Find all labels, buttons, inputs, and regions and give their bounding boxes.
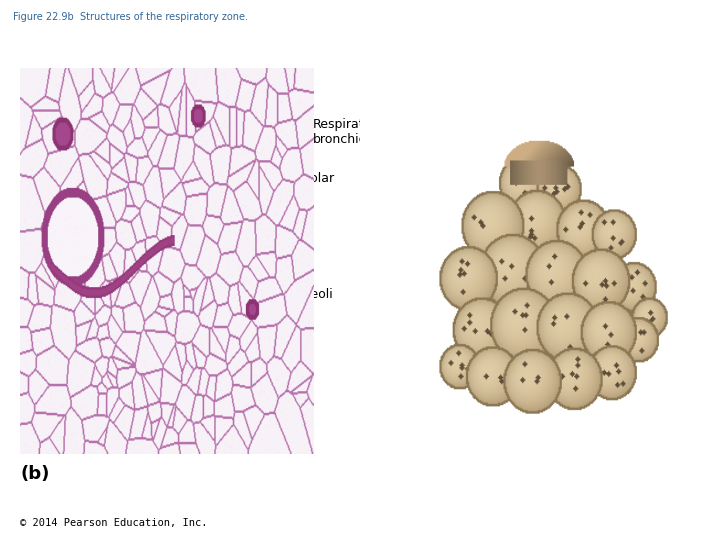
Text: (b): (b) bbox=[20, 465, 50, 483]
Text: Alveolar
sac: Alveolar sac bbox=[183, 332, 307, 360]
Text: Figure 22.9b  Structures of the respiratory zone.: Figure 22.9b Structures of the respirato… bbox=[13, 12, 248, 22]
Text: © 2014 Pearson Education, Inc.: © 2014 Pearson Education, Inc. bbox=[20, 518, 207, 528]
Text: Alveoli: Alveoli bbox=[222, 288, 333, 301]
Text: Alveolar
duct: Alveolar duct bbox=[168, 172, 336, 207]
Text: Respiratory
bronchiole: Respiratory bronchiole bbox=[197, 118, 385, 153]
Text: Alveolar
pores: Alveolar pores bbox=[561, 170, 681, 198]
